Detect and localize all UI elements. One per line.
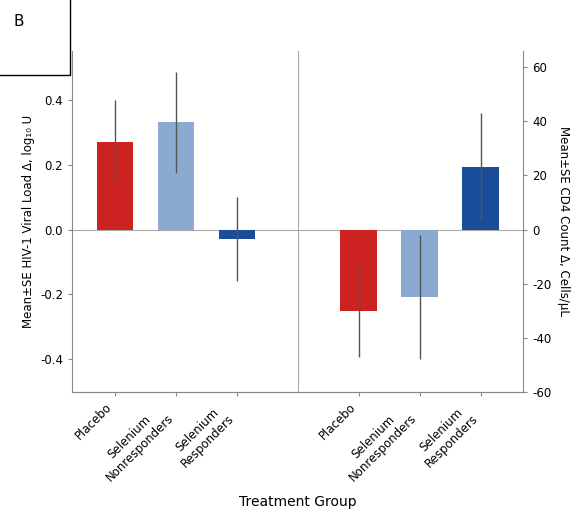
- Bar: [463, 167, 499, 230]
- Bar: [96, 142, 133, 230]
- Y-axis label: Mean±SE HIV-1 Viral Load Δ, log₁₀ U: Mean±SE HIV-1 Viral Load Δ, log₁₀ U: [22, 115, 34, 328]
- X-axis label: Treatment Group: Treatment Group: [239, 495, 357, 509]
- Y-axis label: Mean±SE CD4 Count Δ, Cells/µL: Mean±SE CD4 Count Δ, Cells/µL: [557, 127, 570, 316]
- Bar: [218, 230, 255, 239]
- Bar: [401, 230, 438, 297]
- Bar: [158, 122, 194, 230]
- Bar: [340, 230, 377, 311]
- Text: B: B: [14, 14, 25, 29]
